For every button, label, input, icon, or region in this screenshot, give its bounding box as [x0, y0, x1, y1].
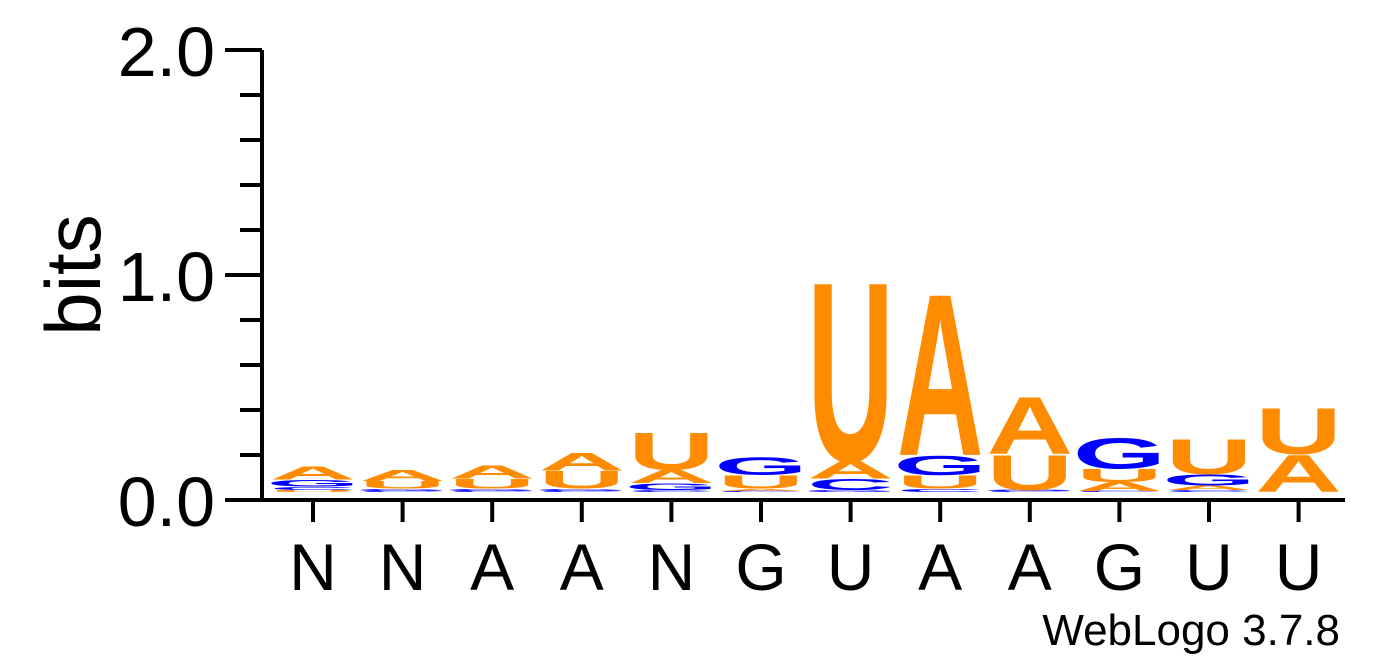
- logo-letter-a: A: [807, 456, 894, 484]
- logo-letter-u: U: [270, 489, 357, 492]
- y-tick-label: 1.0: [118, 238, 215, 316]
- logo-letter-a: A: [1255, 444, 1342, 504]
- logo-letter-u: U: [449, 476, 536, 492]
- x-tick-label: G: [735, 530, 786, 604]
- logo-letter-g: G: [266, 478, 359, 488]
- x-tick-label: A: [918, 530, 962, 604]
- logo-letter-u: U: [628, 421, 715, 481]
- logo-letter-c: C: [270, 485, 357, 490]
- logo-letter-c: C: [538, 491, 625, 493]
- logo-letter-u: U: [718, 472, 805, 493]
- logo-letter-a: A: [718, 488, 805, 491]
- logo-letter-a: A: [1166, 484, 1253, 491]
- x-tick-label: U: [1275, 530, 1323, 604]
- logo-letter-g: G: [446, 488, 539, 491]
- logo-letter-c: C: [628, 489, 715, 492]
- logo-letter-a: A: [897, 247, 984, 506]
- logo-letter-u: U: [359, 479, 446, 491]
- logo-letter-c: C: [986, 491, 1073, 493]
- logo-letter-a: A: [986, 380, 1073, 471]
- x-tick-label: A: [1008, 530, 1052, 604]
- logo-letter-u: U: [538, 466, 625, 494]
- x-tick-label: N: [379, 530, 427, 604]
- logo-letter-u: U: [897, 472, 984, 493]
- x-tick-label: A: [560, 530, 604, 604]
- logo-letter-a: A: [538, 448, 625, 476]
- x-tick-label: N: [648, 530, 696, 604]
- y-tick-label: 0.0: [118, 463, 215, 541]
- logo-letter-u: U: [1255, 395, 1342, 468]
- axes: 0.0 1.0 2.0: [118, 13, 1345, 541]
- logo-letter-a: A: [270, 463, 357, 484]
- logo-letter-c: C: [1166, 489, 1253, 492]
- logo-letter-c: C: [897, 488, 984, 493]
- logo-letter-g: G: [714, 453, 807, 481]
- logo-letter-u: U: [807, 230, 894, 516]
- logo-letter-a: A: [1076, 480, 1163, 494]
- logo-letter-g: G: [1162, 471, 1255, 488]
- logo-letter-g: G: [983, 489, 1076, 491]
- logo-letter-c: C: [718, 491, 805, 493]
- logo-letter-a: A: [359, 467, 446, 484]
- logo-letter-g: G: [625, 481, 718, 491]
- x-tick-label: U: [827, 530, 875, 604]
- logo-letter-u: U: [986, 445, 1073, 500]
- logo-letter-g: G: [804, 489, 897, 492]
- logo-letter-u: U: [1166, 429, 1253, 484]
- logo-letter-g: G: [535, 488, 628, 491]
- x-tick-label: N: [289, 530, 337, 604]
- logo-letter-c: C: [807, 476, 894, 493]
- logo-letter-u: U: [1076, 465, 1163, 486]
- logo-letter-g: G: [356, 488, 449, 491]
- logo-letter-c: C: [1076, 491, 1163, 493]
- logo-letter-c: C: [449, 491, 536, 493]
- x-tick-label: A: [470, 530, 514, 604]
- logo-letter-c: C: [359, 491, 446, 493]
- logo-letter-a: A: [449, 462, 536, 483]
- x-tick-label: G: [1094, 530, 1145, 604]
- weblogo-credit: WebLogo 3.7.8: [1042, 606, 1340, 655]
- y-axis-label: bits: [29, 214, 117, 335]
- logo-letter-g: G: [894, 450, 987, 481]
- logo-letter-g: G: [1073, 429, 1166, 478]
- x-tick-label: U: [1185, 530, 1233, 604]
- logo-letter-a: A: [628, 466, 715, 487]
- y-tick-label: 2.0: [118, 13, 215, 91]
